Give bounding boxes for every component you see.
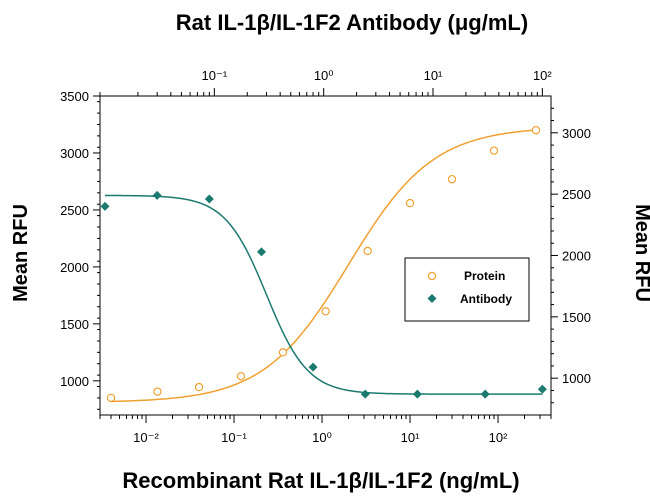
antibody-point [204, 194, 214, 204]
top-tick-label: 10¹ [424, 68, 443, 83]
left-axis-title: Mean RFU [10, 204, 32, 302]
protein-point [405, 198, 415, 208]
left-tick-label: 2500 [60, 203, 89, 218]
left-tick-label: 1000 [60, 374, 89, 389]
right-axis-ticks: 1000 1500 2000 2500 3000 [551, 107, 591, 404]
legend-box [404, 257, 530, 322]
plot-frame [99, 95, 552, 416]
bottom-axis-ticks: 10⁻² 10⁻¹ 10⁰ 10¹ 10² [99, 415, 552, 445]
antibody-point [537, 384, 547, 394]
bottom-tick-label: 10⁰ [312, 430, 332, 445]
fitted-curves [104, 129, 543, 403]
protein-point [194, 382, 204, 392]
right-tick-label: 2500 [562, 187, 591, 202]
left-tick-label: 3000 [60, 146, 89, 161]
left-axis-ticks: 1000 1500 2000 2500 3000 3500 [60, 89, 100, 410]
antibody-point [100, 201, 110, 211]
protein-point [489, 146, 499, 155]
protein-point [447, 174, 457, 184]
bottom-tick-label: 10⁻¹ [221, 430, 247, 445]
protein-point [321, 307, 330, 316]
legend-antibody-marker [427, 294, 437, 303]
left-tick-label: 2000 [60, 260, 89, 275]
bottom-tick-label: 10² [489, 430, 508, 445]
protein-point [531, 125, 541, 135]
protein-point [236, 372, 246, 381]
legend-protein-label: Protein [464, 269, 505, 283]
top-axis-ticks: 10⁻¹ 10⁰ 10¹ 10² [99, 68, 552, 96]
protein-point [363, 246, 372, 256]
right-tick-label: 2000 [562, 249, 591, 264]
right-tick-label: 1000 [562, 371, 591, 386]
bottom-tick-label: 10⁻² [133, 430, 159, 445]
legend: Protein Antibody [404, 257, 530, 322]
protein-point [106, 393, 116, 403]
antibody-point [412, 389, 422, 399]
bottom-axis-title: Recombinant Rat IL-1β/IL-1F2 (ng/mL) [122, 468, 519, 493]
protein-point [153, 387, 162, 396]
antibody-point [308, 362, 318, 372]
protein-point [278, 348, 288, 357]
legend-protein-marker [427, 271, 437, 281]
top-tick-label: 10² [533, 68, 552, 83]
right-axis-title: Mean RFU [631, 204, 650, 302]
top-tick-label: 10⁰ [314, 68, 334, 83]
antibody-point [360, 389, 370, 399]
right-tick-label: 1500 [562, 310, 591, 325]
data-points [100, 125, 547, 403]
antibody-point [152, 190, 162, 200]
protein-fit-curve [110, 129, 537, 403]
legend-antibody-label: Antibody [460, 292, 512, 306]
bottom-tick-label: 10¹ [401, 430, 420, 445]
top-axis-title: Rat IL-1β/IL-1F2 Antibody (μg/mL) [176, 10, 528, 35]
antibody-point [257, 247, 267, 257]
left-tick-label: 1500 [60, 317, 89, 332]
left-tick-label: 3500 [60, 89, 89, 104]
top-tick-label: 10⁻¹ [202, 68, 228, 83]
antibody-fit-curve [104, 194, 543, 395]
right-tick-label: 3000 [562, 126, 591, 141]
antibody-point [480, 389, 490, 399]
